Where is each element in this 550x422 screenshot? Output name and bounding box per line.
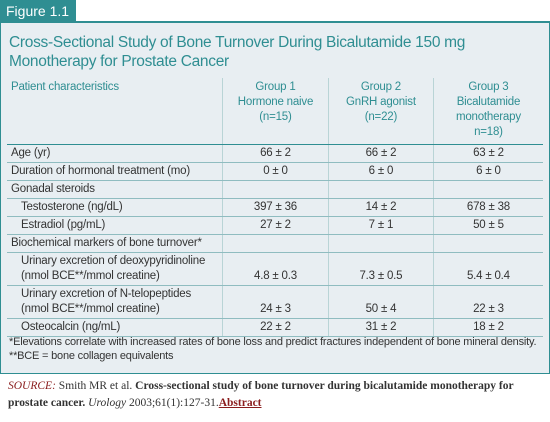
row-label: Age (yr) bbox=[7, 144, 223, 163]
header-line: Group 2 bbox=[360, 81, 401, 93]
empty-cell bbox=[328, 180, 434, 199]
cell: 0 ± 0 bbox=[221, 162, 329, 181]
table-head: Patient characteristics Group 1 Hormone na… bbox=[7, 78, 543, 145]
empty-cell bbox=[221, 180, 329, 199]
table-row: Age (yr) 66 ± 2 66 ± 2 63 ± 2 bbox=[7, 144, 543, 163]
header-line: Group 1 bbox=[255, 81, 296, 93]
row-label: Urinary excretion of deoxypyridinoline (n… bbox=[7, 252, 223, 286]
cell: 678 ± 38 bbox=[432, 198, 543, 217]
figure-label: Figure 1.1 bbox=[0, 0, 76, 22]
title-line: Cross-Sectional Study of Bone Turnover D… bbox=[9, 34, 466, 51]
panel: Cross-Sectional Study of Bone Turnover D… bbox=[0, 21, 550, 374]
source-journal: Urology bbox=[88, 397, 127, 409]
cell: 31 ± 2 bbox=[328, 318, 434, 337]
header-line: n=18) bbox=[474, 126, 503, 138]
cell: 66 ± 2 bbox=[328, 144, 434, 163]
empty-cell bbox=[328, 234, 434, 253]
footnote: **BCE = bone collagen equivalents bbox=[9, 350, 174, 362]
column-header: Group 3 Bicalutamide monotherapy n=18) bbox=[432, 78, 543, 145]
source-citation: 2003;61(1):127-31. bbox=[128, 397, 219, 409]
cell: 6 ± 0 bbox=[328, 162, 434, 181]
table-row: Testosterone (ng/dL) 397 ± 36 14 ± 2 678 ± … bbox=[7, 198, 543, 217]
section-heading: Gonadal steroids bbox=[7, 180, 223, 199]
table-row: Duration of hormonal treatment (mo) 0 ± 0… bbox=[7, 162, 543, 181]
cell: 7.3 ± 0.5 bbox=[328, 252, 434, 286]
label-line: Urinary excretion of N-telopeptides bbox=[21, 288, 192, 300]
label-line: Duration of hormonal treatment (mo) bbox=[11, 165, 190, 177]
cell: 50 ± 5 bbox=[432, 216, 543, 235]
section-heading: Biochemical markers of bone turnover* bbox=[7, 234, 223, 253]
empty-cell bbox=[221, 234, 329, 253]
header-line: (n=22) bbox=[364, 111, 398, 123]
table-body: Age (yr) 66 ± 2 66 ± 2 63 ± 2 Duration of ho… bbox=[7, 144, 543, 337]
empty-cell bbox=[432, 234, 543, 253]
label-line: Testosterone (ng/dL) bbox=[21, 201, 123, 213]
label-line: (nmol BCE**/mmol creatine) bbox=[21, 303, 160, 315]
label-line: Age (yr) bbox=[11, 147, 51, 159]
cell: 22 ± 2 bbox=[221, 318, 329, 337]
header-line: Bicalutamide bbox=[456, 96, 521, 108]
cell: 7 ± 1 bbox=[328, 216, 434, 235]
source-article: Cross-sectional study of bone turnover d… bbox=[8, 380, 514, 409]
source: SOURCE: Smith MR et al. Cross-sectional … bbox=[8, 378, 543, 412]
column-header: Group 1 Hormone naive (n=15) bbox=[221, 78, 329, 145]
footnotes: *Elevations correlate with increased rat… bbox=[9, 335, 537, 363]
section-row: Biochemical markers of bone turnover* bbox=[7, 234, 543, 253]
cell: 4.8 ± 0.3 bbox=[221, 252, 329, 286]
header-line: GnRH agonist bbox=[346, 96, 416, 108]
header-row: Patient characteristics Group 1 Hormone na… bbox=[7, 78, 543, 145]
cell: 24 ± 3 bbox=[221, 285, 329, 319]
abstract-link[interactable]: Abstract bbox=[218, 397, 262, 409]
cell: 50 ± 4 bbox=[328, 285, 434, 319]
footnote: *Elevations correlate with increased rat… bbox=[9, 336, 537, 348]
header-line: (n=15) bbox=[259, 111, 292, 123]
table-row: Urinary excretion of N-telopeptides (nmol… bbox=[7, 285, 543, 319]
header-line: Group 3 bbox=[468, 81, 509, 93]
header-line: Hormone naive bbox=[237, 96, 314, 108]
table-row: Osteocalcin (ng/mL) 22 ± 2 31 ± 2 18 ± 2 bbox=[7, 318, 543, 337]
label-line: Estradiol (pg/mL) bbox=[21, 219, 106, 231]
empty-cell bbox=[432, 180, 543, 199]
source-label: SOURCE: bbox=[8, 380, 56, 392]
cell: 14 ± 2 bbox=[328, 198, 434, 217]
title-line: Monotherapy for Prostate Cancer bbox=[9, 53, 229, 70]
row-label: Urinary excretion of N-telopeptides (nmol… bbox=[7, 285, 223, 319]
row-label: Testosterone (ng/dL) bbox=[7, 198, 223, 217]
column-header: Group 2 GnRH agonist (n=22) bbox=[328, 78, 434, 145]
label-line: (nmol BCE**/mmol creatine) bbox=[21, 270, 160, 282]
cell: 18 ± 2 bbox=[432, 318, 543, 337]
cell: 22 ± 3 bbox=[432, 285, 543, 319]
row-label: Osteocalcin (ng/mL) bbox=[7, 318, 223, 337]
title: Cross-Sectional Study of Bone Turnover D… bbox=[9, 33, 465, 71]
section-row: Gonadal steroids bbox=[7, 180, 543, 199]
header-line: monotherapy bbox=[455, 111, 521, 123]
table-row: Urinary excretion of deoxypyridinoline (n… bbox=[7, 252, 543, 286]
label-line: Urinary excretion of deoxypyridinoline bbox=[21, 255, 206, 267]
cell: 397 ± 36 bbox=[221, 198, 329, 217]
cell: 27 ± 2 bbox=[221, 216, 329, 235]
row-label: Duration of hormonal treatment (mo) bbox=[7, 162, 223, 181]
header-line: Patient characteristics bbox=[11, 81, 119, 93]
cell: 66 ± 2 bbox=[221, 144, 329, 163]
cell: 6 ± 0 bbox=[432, 162, 543, 181]
column-header: Patient characteristics bbox=[7, 78, 223, 145]
row-label: Estradiol (pg/mL) bbox=[7, 216, 223, 235]
cell: 5.4 ± 0.4 bbox=[432, 252, 543, 286]
source-authors: Smith MR et al. bbox=[58, 380, 133, 392]
data-table: Patient characteristics Group 1 Hormone na… bbox=[7, 78, 543, 337]
label-line: Osteocalcin (ng/mL) bbox=[21, 321, 121, 333]
cell: 63 ± 2 bbox=[432, 144, 543, 163]
